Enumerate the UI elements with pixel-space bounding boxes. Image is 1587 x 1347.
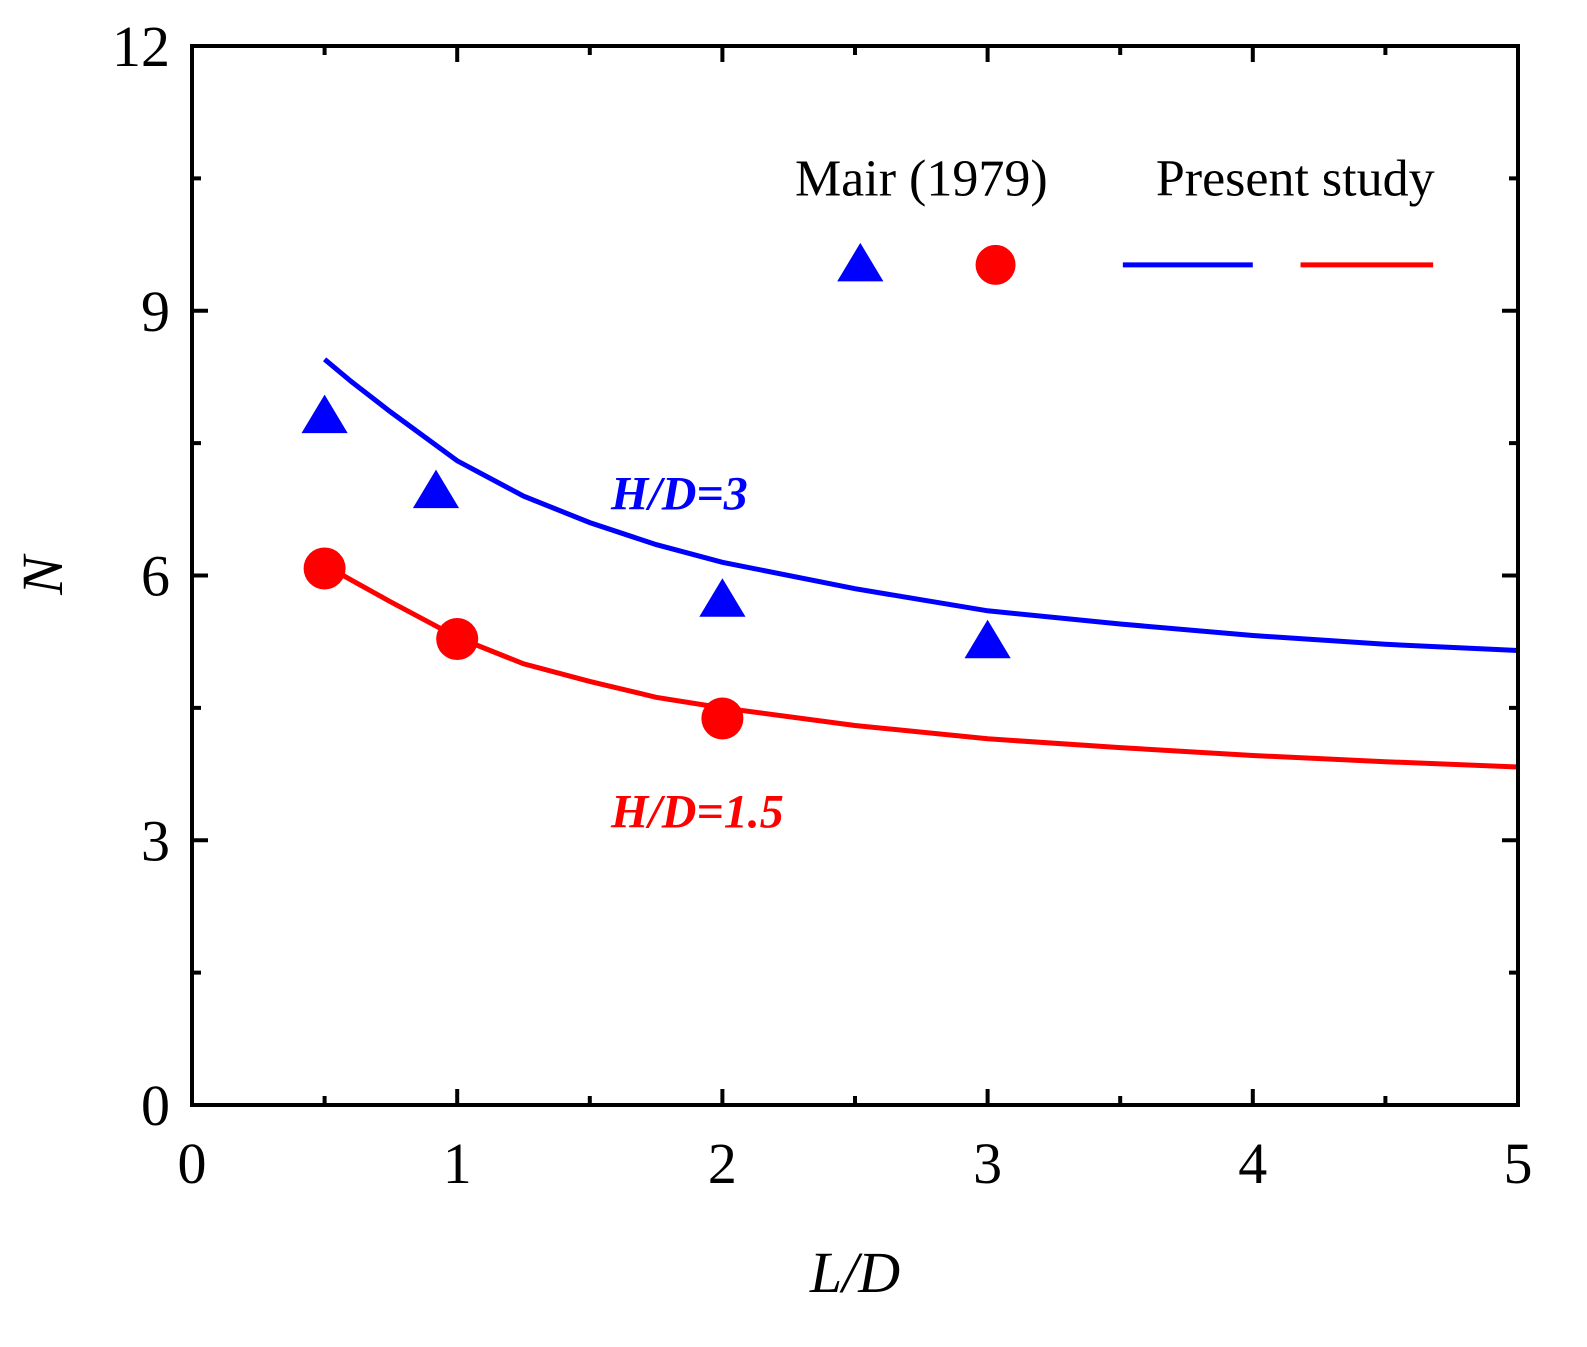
data-point-circle xyxy=(436,618,479,661)
x-tick-label: 3 xyxy=(973,1131,1002,1196)
curve-label-hd3: H/D=3 xyxy=(610,468,748,521)
data-point-circle xyxy=(701,697,744,740)
y-tick-label: 12 xyxy=(112,14,170,79)
x-tick-label: 5 xyxy=(1504,1131,1533,1196)
y-tick-label: 0 xyxy=(141,1073,170,1138)
data-point-triangle xyxy=(964,619,1011,659)
y-tick-label: 6 xyxy=(141,544,170,609)
legend-marks xyxy=(837,242,1434,285)
data-point-triangle xyxy=(301,394,348,434)
plot-frame xyxy=(190,44,1520,1107)
series-layer xyxy=(301,357,1519,770)
legend-label-mair: Mair (1979) xyxy=(795,150,1048,207)
y-tick-label: 3 xyxy=(141,808,170,873)
data-point-triangle xyxy=(412,469,460,509)
x-tick-label: 4 xyxy=(1238,1131,1267,1196)
curve-label-hd15: H/D=1.5 xyxy=(610,785,784,838)
series-curve-0 xyxy=(322,357,1519,653)
x-tick-label: 0 xyxy=(178,1131,207,1196)
series-curve-1 xyxy=(323,562,1519,770)
y-tick-label: 9 xyxy=(141,279,170,344)
x-axis-label: L/D xyxy=(809,1240,900,1305)
y-axis-label: N xyxy=(10,553,75,596)
data-point-circle xyxy=(303,547,346,590)
data-point-triangle xyxy=(699,578,746,617)
x-tick-label: 2 xyxy=(708,1131,737,1196)
legend-marker-triangle xyxy=(837,242,884,282)
x-tick-label: 1 xyxy=(443,1131,472,1196)
legend-marker-circle xyxy=(975,244,1016,285)
legend-label-present-study: Present study xyxy=(1156,150,1435,207)
legend: Mair (1979) Present study xyxy=(795,150,1435,285)
